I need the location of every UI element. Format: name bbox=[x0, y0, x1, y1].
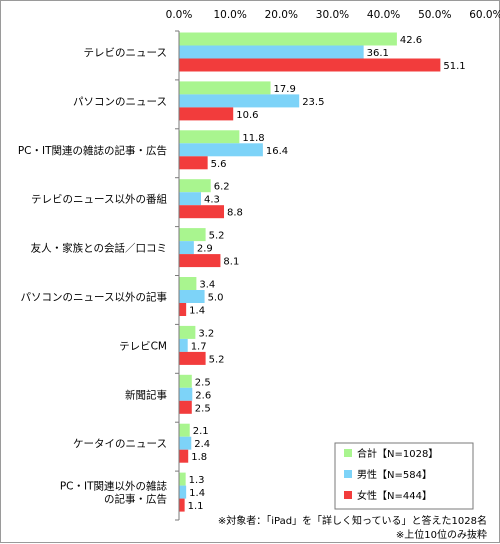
bar bbox=[179, 338, 188, 352]
bar bbox=[179, 303, 187, 316]
x-tick-label: 0.0% bbox=[166, 9, 193, 21]
data-label: 1.7 bbox=[191, 341, 207, 352]
data-label: 5.0 bbox=[208, 293, 224, 304]
legend-label: 男性【N=584】 bbox=[357, 468, 432, 481]
bar bbox=[179, 81, 271, 95]
x-tick-label: 40.0% bbox=[367, 9, 400, 21]
data-label: 8.1 bbox=[223, 257, 239, 268]
legend-swatch bbox=[344, 491, 352, 499]
data-label: 2.5 bbox=[195, 403, 211, 414]
data-label: 1.8 bbox=[191, 452, 207, 463]
category-label: 友人・家族との会話／口コミ bbox=[31, 242, 167, 255]
footnote-top10: ※上位10位のみ抜粋 bbox=[396, 528, 487, 541]
data-label: 4.3 bbox=[204, 195, 220, 206]
category-label: PC・IT関連以外の雑誌 bbox=[60, 480, 168, 493]
data-label: 11.8 bbox=[242, 133, 264, 144]
category-label: テレビのニュース bbox=[84, 47, 167, 59]
x-tick-label: 50.0% bbox=[418, 9, 451, 21]
data-label: 1.3 bbox=[189, 475, 205, 486]
category-label: 新聞記事 bbox=[125, 388, 167, 401]
legend-label: 女性【N=444】 bbox=[357, 489, 432, 502]
bar bbox=[179, 254, 221, 268]
bar bbox=[179, 205, 225, 219]
x-tick-label: 10.0% bbox=[213, 9, 246, 21]
bar bbox=[179, 374, 192, 388]
data-label: 2.6 bbox=[195, 390, 211, 401]
data-label: 17.9 bbox=[274, 84, 296, 95]
category-label: パソコンのニュース以外の記事 bbox=[21, 291, 168, 304]
data-label: 8.8 bbox=[227, 208, 243, 219]
data-label: 5.6 bbox=[211, 159, 227, 170]
legend-box bbox=[334, 442, 474, 510]
bar bbox=[179, 449, 189, 463]
data-label: 1.1 bbox=[188, 501, 204, 512]
x-axis-ticks: 0.0% 10.0% 20.0% 30.0% 40.0% 50.0% 60.0% bbox=[166, 9, 500, 21]
data-label: 2.4 bbox=[194, 439, 210, 450]
bar bbox=[179, 400, 192, 414]
category-label: ケータイのニュース bbox=[73, 438, 167, 450]
bar bbox=[179, 498, 185, 512]
data-label: 42.6 bbox=[400, 35, 422, 46]
data-label: 2.9 bbox=[197, 244, 213, 255]
bar bbox=[179, 130, 240, 144]
bar bbox=[179, 387, 193, 401]
y-axis bbox=[175, 30, 180, 521]
bar bbox=[179, 351, 206, 365]
legend-swatch bbox=[344, 470, 352, 478]
legend-swatch bbox=[344, 449, 352, 457]
x-tick-label: 20.0% bbox=[265, 9, 298, 21]
data-label: 3.4 bbox=[199, 280, 215, 291]
bar bbox=[179, 277, 197, 290]
data-label: 6.2 bbox=[214, 182, 230, 193]
bar bbox=[179, 45, 364, 59]
bar bbox=[179, 472, 186, 486]
category-label: テレビのニュース以外の番組 bbox=[31, 193, 167, 206]
data-label: 5.2 bbox=[209, 354, 225, 365]
footnote-respondents: ※対象者：「iPad」を「詳しく知っている」と答えた1028名 bbox=[218, 514, 487, 527]
data-label: 2.1 bbox=[193, 426, 209, 437]
bar bbox=[179, 485, 187, 499]
x-tick-label: 30.0% bbox=[316, 9, 349, 21]
data-label: 23.5 bbox=[302, 97, 324, 108]
data-label: 36.1 bbox=[367, 48, 389, 59]
bar bbox=[179, 94, 300, 108]
data-label: 1.4 bbox=[189, 306, 205, 317]
category-label: テレビCM bbox=[119, 340, 167, 352]
data-label: 2.5 bbox=[195, 377, 211, 388]
bar bbox=[179, 290, 205, 303]
bar bbox=[179, 156, 208, 170]
bar bbox=[179, 32, 397, 46]
data-label: 16.4 bbox=[266, 146, 288, 157]
legend: 合計【N=1028】男性【N=584】女性【N=444】 bbox=[334, 442, 474, 510]
bar bbox=[179, 107, 234, 121]
data-label: 5.2 bbox=[209, 231, 225, 242]
category-label: PC・IT関連の雑誌の記事・広告 bbox=[18, 144, 167, 157]
bar bbox=[179, 179, 211, 193]
bar bbox=[179, 436, 192, 450]
legend-label: 合計【N=1028】 bbox=[357, 447, 438, 460]
category-label: の記事・広告 bbox=[104, 493, 167, 506]
bar bbox=[179, 241, 194, 255]
x-tick-label: 60.0% bbox=[469, 9, 500, 21]
data-label: 3.2 bbox=[198, 328, 214, 339]
bar bbox=[179, 143, 263, 157]
bar bbox=[179, 423, 190, 437]
data-label: 1.4 bbox=[189, 488, 205, 499]
bar bbox=[179, 58, 441, 72]
data-label: 51.1 bbox=[443, 61, 465, 72]
bar bbox=[179, 192, 201, 206]
bars: 42.6 36.1 51.1 17.9 23.5 10.6 11.816.4 5.6 6.2 4.… bbox=[179, 32, 466, 512]
bar bbox=[179, 228, 206, 242]
data-label: 10.6 bbox=[236, 110, 258, 121]
bar bbox=[179, 325, 196, 339]
category-label: パソコンのニュース bbox=[73, 96, 167, 108]
